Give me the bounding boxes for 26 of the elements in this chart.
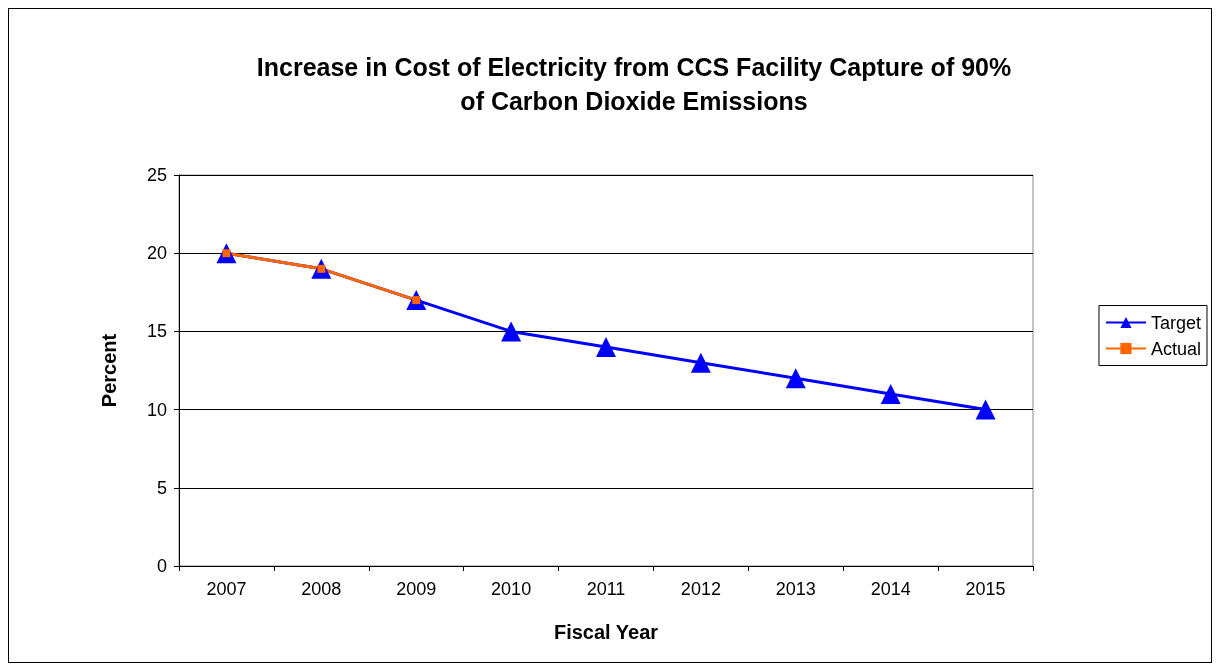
- legend-label: Actual: [1150, 338, 1201, 359]
- point: [501, 321, 522, 342]
- point: [975, 399, 996, 420]
- point: [596, 337, 616, 358]
- y-tick-label: 20: [146, 243, 167, 264]
- y-tick-label: 10: [146, 399, 167, 420]
- point: [690, 352, 711, 373]
- x-tick-label: 2010: [491, 579, 532, 599]
- point: [880, 383, 901, 404]
- x-tick-label: 2011: [586, 579, 626, 599]
- y-tick-label: 5: [156, 477, 167, 498]
- x-tick-label: 2007: [206, 579, 247, 599]
- x-tick-label: 2009: [396, 579, 437, 599]
- legend-label: Target: [1150, 312, 1201, 333]
- x-tick-label: 2008: [301, 579, 342, 599]
- x-axis-title: Fiscal Year: [553, 621, 659, 643]
- x-tick-label: 2012: [680, 579, 721, 599]
- y-tick-label: 25: [146, 165, 167, 185]
- y-tick-label: 15: [146, 321, 167, 342]
- x-tick-label: 2013: [775, 579, 816, 599]
- x-tick-label: 2014: [870, 579, 911, 599]
- y-axis-title: Percent: [98, 333, 120, 408]
- y-tick-label: 0: [156, 556, 167, 576]
- point: [785, 368, 806, 389]
- chart-title: Increase in Cost of Electricity from CCS Facility Capture of 90% of Carbon Dioxide Emissions: [256, 53, 1012, 115]
- x-tick-label: 2015: [965, 579, 1006, 599]
